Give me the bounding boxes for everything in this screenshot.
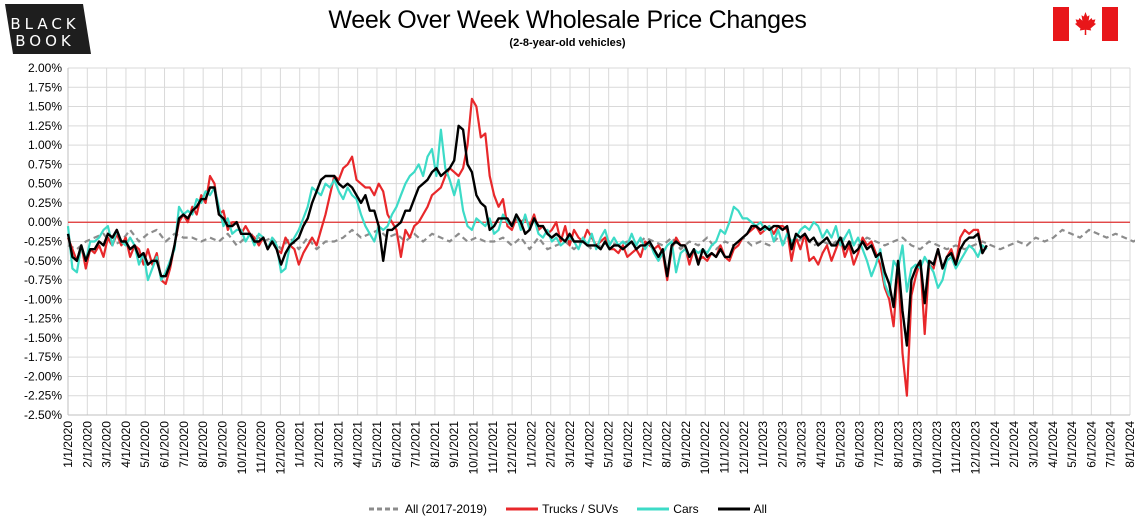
- x-tick-label: 2/1/2023: [775, 421, 789, 468]
- y-tick-label: 0.00%: [28, 215, 62, 229]
- x-tick-label: 5/1/2023: [833, 421, 847, 468]
- x-tick-label: 10/1/2022: [698, 421, 712, 475]
- x-tick-label: 8/1/2020: [196, 421, 210, 468]
- x-tick-label: 12/1/2022: [737, 421, 751, 475]
- legend-item-trucks-suvs: Trucks / SUVs: [505, 502, 618, 516]
- legend-swatch-cars: [637, 507, 670, 511]
- x-tick-label: 10/1/2023: [930, 421, 944, 475]
- y-tick-label: -2.00%: [24, 369, 62, 383]
- x-tick-label: 7/1/2022: [640, 421, 654, 468]
- x-tick-label: 2/1/2022: [544, 421, 558, 468]
- x-tick-label: 8/1/2024: [1123, 421, 1135, 468]
- y-tick-label: 0.75%: [28, 157, 62, 171]
- y-tick-label: 1.50%: [28, 100, 62, 114]
- legend-item-all-2017-2019: All (2017-2019): [368, 502, 487, 516]
- y-tick-label: -1.25%: [24, 312, 62, 326]
- logo-badge-icon: [5, 4, 91, 54]
- x-tick-label: 4/1/2023: [814, 421, 828, 468]
- legend-label-all-2017-2019: All (2017-2019): [405, 502, 488, 516]
- x-tick-label: 5/1/2021: [370, 421, 384, 468]
- x-tick-label: 7/1/2020: [177, 421, 191, 468]
- y-tick-label: -0.75%: [24, 273, 62, 287]
- x-tick-label: 2/1/2020: [80, 421, 94, 468]
- x-tick-label: 9/1/2023: [911, 421, 925, 468]
- x-tick-label: 11/1/2021: [486, 421, 500, 474]
- y-tick-label: 1.00%: [28, 138, 62, 152]
- x-tick-label: 7/1/2023: [872, 421, 886, 468]
- x-tick-label: 10/1/2021: [466, 421, 480, 475]
- x-tick-label: 12/1/2020: [273, 421, 287, 475]
- legend-swatch-all: [717, 507, 750, 511]
- y-tick-label: 1.25%: [28, 119, 62, 133]
- x-tick-label: 1/1/2021: [293, 421, 307, 468]
- x-tick-label: 6/1/2020: [158, 421, 172, 468]
- canada-flag-icon: [1053, 7, 1118, 41]
- legend-label-trucks-suvs: Trucks / SUVs: [542, 502, 619, 516]
- x-tick-label: 4/1/2021: [351, 421, 365, 468]
- x-tick-label: 12/1/2021: [505, 421, 519, 475]
- y-tick-label: -1.75%: [24, 350, 62, 364]
- x-tick-label: 7/1/2024: [1104, 421, 1118, 468]
- x-tick-label: 3/1/2024: [1026, 421, 1040, 468]
- y-tick-label: -0.50%: [24, 254, 62, 268]
- x-tick-label: 4/1/2022: [582, 421, 596, 468]
- x-tick-label: 1/1/2020: [61, 421, 75, 468]
- legend-swatch-all-2017-2019: [369, 507, 401, 511]
- x-tick-label: 9/1/2020: [215, 421, 229, 468]
- series-line-all: [66, 124, 988, 347]
- x-tick-label: 8/1/2023: [891, 421, 905, 468]
- x-tick-label: 11/1/2022: [718, 421, 732, 474]
- x-tick-label: 12/1/2023: [969, 421, 983, 475]
- x-tick-label: 6/1/2024: [1084, 421, 1098, 468]
- x-tick-label: 10/1/2020: [235, 421, 249, 475]
- y-tick-label: 2.00%: [28, 61, 62, 75]
- x-tick-label: 9/1/2022: [679, 421, 693, 468]
- x-tick-label: 6/1/2021: [389, 421, 403, 468]
- black-book-logo: BLACK BOOK: [5, 4, 91, 54]
- x-tick-label: 4/1/2024: [1046, 421, 1060, 468]
- x-tick-label: 7/1/2021: [409, 421, 423, 468]
- chart-title: Week Over Week Wholesale Price Changes: [328, 6, 807, 34]
- x-tick-label: 1/1/2022: [524, 421, 538, 468]
- x-tick-label: 5/1/2020: [138, 421, 152, 468]
- logo-line2: BOOK: [15, 32, 75, 50]
- series-line-cars: [66, 128, 988, 297]
- x-tick-label: 1/1/2024: [988, 421, 1002, 468]
- x-tick-label: 2/1/2021: [312, 421, 326, 468]
- legend-label-cars: Cars: [673, 502, 699, 516]
- legend-item-cars: Cars: [636, 502, 699, 516]
- x-tick-label: 6/1/2023: [853, 421, 867, 468]
- x-tick-label: 3/1/2022: [563, 421, 577, 468]
- legend-item-all: All: [717, 502, 767, 516]
- y-tick-label: 0.25%: [28, 196, 62, 210]
- x-tick-label: 2/1/2024: [1007, 421, 1021, 468]
- logo-line1: BLACK: [10, 15, 80, 33]
- x-tick-label: 4/1/2020: [119, 421, 133, 468]
- y-tick-label: -2.25%: [24, 389, 62, 403]
- x-tick-label: 5/1/2024: [1065, 421, 1079, 468]
- x-tick-label: 9/1/2021: [447, 421, 461, 468]
- y-tick-label: -2.50%: [24, 408, 62, 422]
- x-tick-label: 11/1/2023: [949, 421, 963, 474]
- x-tick-label: 6/1/2022: [621, 421, 635, 468]
- x-tick-label: 1/1/2023: [756, 421, 770, 468]
- chart-legend: All (2017-2019) Trucks / SUVs Cars All: [0, 502, 1135, 516]
- chart-subtitle: (2-8-year-old vehicles): [509, 37, 626, 49]
- legend-swatch-trucks-suvs: [506, 507, 539, 511]
- y-tick-label: 1.75%: [28, 80, 62, 94]
- x-tick-label: 8/1/2022: [660, 421, 674, 468]
- y-tick-label: 0.50%: [28, 177, 62, 191]
- y-tick-label: -1.50%: [24, 331, 62, 345]
- series-line-trucks-suvs: [66, 97, 988, 397]
- x-tick-label: 11/1/2020: [254, 421, 268, 474]
- y-tick-label: -0.25%: [24, 235, 62, 249]
- y-tick-label: -1.00%: [24, 292, 62, 306]
- x-tick-label: 8/1/2021: [428, 421, 442, 468]
- x-tick-label: 3/1/2020: [100, 421, 114, 468]
- legend-label-all: All: [753, 502, 767, 516]
- x-tick-label: 3/1/2021: [331, 421, 345, 468]
- x-tick-label: 5/1/2022: [602, 421, 616, 468]
- x-tick-label: 3/1/2023: [795, 421, 809, 468]
